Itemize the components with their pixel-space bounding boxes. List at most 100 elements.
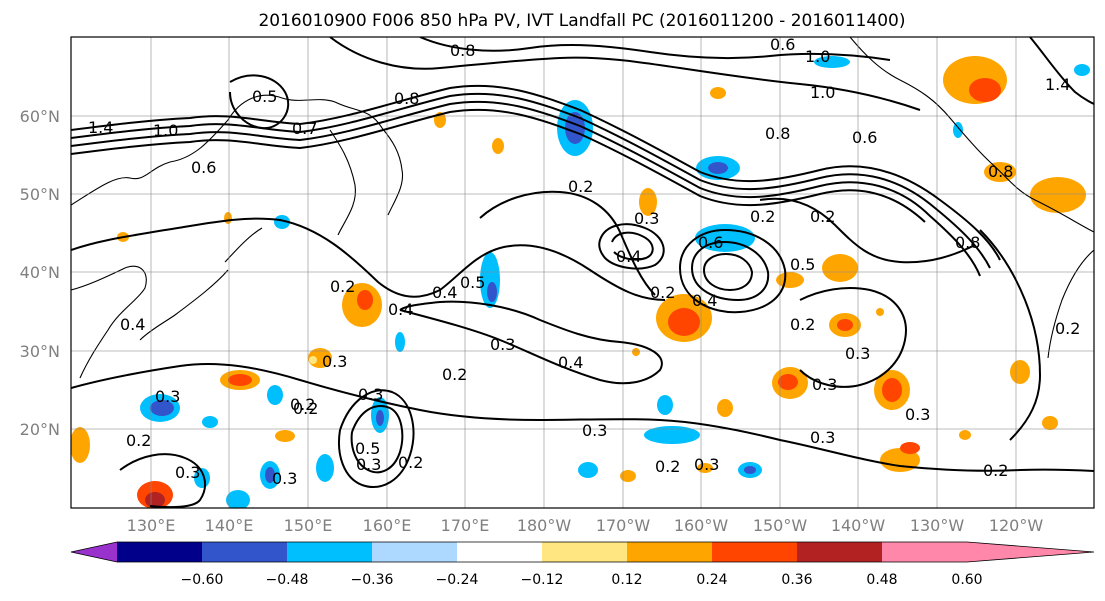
jet-contour [71, 108, 926, 223]
east-contour [979, 229, 1042, 441]
contour-label: 0.2 [750, 207, 775, 226]
contour-label: 0.4 [120, 315, 145, 334]
contour-label: 0.3 [358, 385, 383, 404]
coastline-asia-north [71, 94, 404, 216]
colorbar-segment [882, 542, 967, 562]
coastline-alaska [849, 37, 1094, 233]
contour-label: 0.3 [155, 387, 180, 406]
colorbar-segment [457, 542, 542, 562]
eastern-low [691, 240, 770, 302]
eastern-low [598, 223, 665, 270]
contour-label: 0.6 [770, 35, 795, 54]
contour-label: 0.8 [394, 89, 419, 108]
colorbar-extend-low [71, 542, 117, 562]
colorbar-tick: 0.60 [951, 572, 982, 588]
lat-label: 60°N [20, 107, 60, 126]
lon-label: 180°W [517, 516, 572, 535]
contour-label: 0.3 [634, 209, 659, 228]
contour-label: 0.8 [450, 41, 475, 60]
eastern-low [703, 252, 754, 292]
contour-label: 0.3 [582, 421, 607, 440]
colorbar-tick: 0.48 [866, 572, 897, 588]
contour-label: 0.3 [490, 335, 515, 354]
contour-label: 0.2 [810, 207, 835, 226]
lon-label: 150°W [753, 516, 808, 535]
colorbar-segment [372, 542, 457, 562]
colorbar-extend-high [967, 542, 1094, 562]
contour-label: 0.7 [292, 119, 317, 138]
coastline-north-america [1047, 249, 1094, 359]
contour-label: 0.3 [694, 455, 719, 474]
contour-label: 0.2 [790, 315, 815, 334]
south-contour [119, 453, 206, 508]
contour-label: 0.2 [290, 395, 315, 414]
mid-contour [399, 300, 663, 385]
contour-label: 0.4 [616, 247, 641, 266]
contour-label: 0.8 [988, 162, 1013, 181]
map-panel: 1.4 1.0 0.6 0.7 0.8 0.8 0.6 1.0 0.5 0.6 … [70, 35, 1095, 509]
contour-label: 1.0 [153, 121, 178, 140]
contour-label: 0.2 [442, 365, 467, 384]
lat-label: 30°N [20, 342, 60, 361]
colorbar-tick: −0.36 [351, 572, 394, 588]
colorbar-tick: −0.12 [521, 572, 564, 588]
eastern-low [611, 231, 654, 261]
contour-label: 0.3 [810, 428, 835, 447]
positive-anomaly [71, 56, 1086, 508]
north-contour [1029, 37, 1094, 105]
contour-label: 0.5 [460, 273, 485, 292]
lat-label: 40°N [20, 263, 60, 282]
south-contour [338, 389, 415, 488]
lon-label: 120°W [989, 516, 1044, 535]
jet-contour [71, 84, 1001, 261]
contour-label: 0.3 [356, 455, 381, 474]
colorbar-segment [797, 542, 882, 562]
lon-label: 160°E [363, 516, 412, 535]
colorbar-segment [202, 542, 287, 562]
south-contour [350, 405, 404, 474]
latitude-labels: 60°N 50°N 40°N 30°N 20°N [20, 107, 60, 439]
coastline-korea-china [71, 265, 147, 379]
contour-label: 0.2 [650, 283, 675, 302]
east-contour [759, 197, 976, 264]
contour-label: 0.2 [126, 431, 151, 450]
contour-label: 0.2 [398, 453, 423, 472]
contour-label: 0.4 [558, 353, 583, 372]
lat-label: 20°N [20, 420, 60, 439]
figure-title: 2016010900 F006 850 hPa PV, IVT Landfall… [258, 11, 905, 31]
contour-label: 0.8 [765, 124, 790, 143]
lon-label: 130°W [910, 516, 965, 535]
graticule [71, 37, 1094, 508]
colorbar-segment [627, 542, 712, 562]
coastlines [71, 37, 1094, 379]
lon-label: 140°W [831, 516, 886, 535]
contour-label: 0.4 [388, 300, 413, 319]
contour-label: 0.3 [322, 352, 347, 371]
contour-label: 0.5 [252, 87, 277, 106]
contour-label: 1.0 [805, 47, 830, 66]
colorbar-tick: −0.24 [436, 572, 479, 588]
contour-label: 1.4 [88, 118, 113, 137]
mid-contour [479, 190, 656, 296]
contour-label: 0.8 [955, 233, 980, 252]
north-contour [229, 74, 290, 130]
jet-contour [71, 100, 981, 277]
colorbar: −0.60 −0.48 −0.36 −0.24 −0.12 0.12 0.24 … [70, 541, 1095, 588]
contour-label: 0.5 [355, 439, 380, 458]
longitude-labels: 130°E 140°E 150°E 160°E 170°E 180°W 170°… [127, 516, 1044, 535]
coastline-japan [139, 227, 263, 341]
contour-label: 0.4 [432, 283, 457, 302]
north-contour [419, 37, 891, 61]
contour-label: 0.5 [790, 255, 815, 274]
contour-label: 0.6 [191, 158, 216, 177]
lon-label: 140°E [205, 516, 254, 535]
colorbar-tick: −0.48 [266, 572, 309, 588]
colorbar-tick: −0.60 [181, 572, 224, 588]
pv-contours [71, 37, 1094, 508]
contour-label: 1.4 [1045, 75, 1070, 94]
colorbar-segment [712, 542, 797, 562]
contour-label: 0.3 [812, 375, 837, 394]
contour-label: 0.6 [698, 233, 723, 252]
contour-label: 0.4 [692, 291, 717, 310]
contour-label: 0.2 [568, 177, 593, 196]
